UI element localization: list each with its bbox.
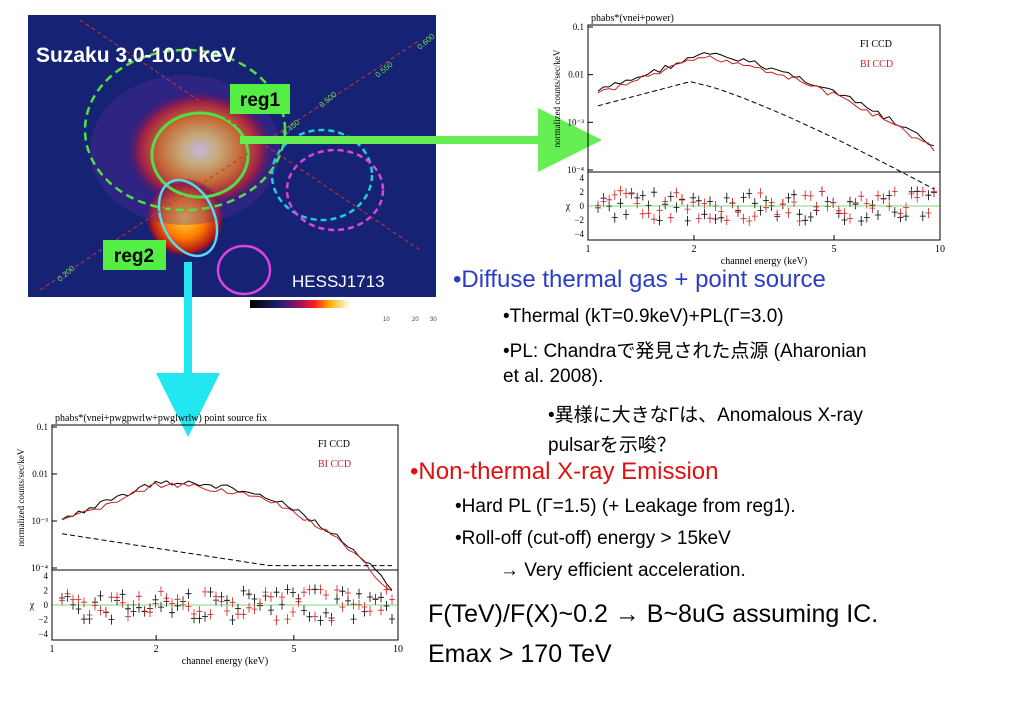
bullet: et al. 2008). [503, 366, 604, 387]
resid-tick-label: 0 [580, 201, 585, 211]
x-tick-label: 1 [586, 244, 591, 255]
y-tick-label: 0.01 [32, 469, 48, 479]
y-tick-label: 0.1 [37, 422, 48, 432]
resid-tick-label: −4 [38, 629, 48, 639]
region-label: reg2 [114, 246, 154, 267]
model-label: phabs*(vnei+pwgpwrlw+pwglwrlw) point sou… [55, 413, 267, 424]
spectrum-plot: phabs*(vnei+pwgpwrlw+pwglwrlw) point sou… [16, 413, 403, 667]
y-axis-label: normalized counts/sec/keV [16, 448, 26, 546]
legend-entry: FI CCD [318, 439, 350, 450]
legend-entry: FI CCD [860, 39, 892, 50]
residual-trace [595, 185, 937, 226]
resid-tick-label: −4 [574, 229, 584, 239]
spectrum-trace [61, 482, 393, 592]
colorbar-tick: 10 [383, 317, 390, 323]
x-tick-label: 10 [935, 244, 945, 255]
x-tick-label: 5 [291, 644, 296, 655]
colorbar-tick: 30 [430, 317, 437, 323]
resid-tick-label: −2 [574, 215, 584, 225]
x-axis-label: channel energy (keV) [721, 256, 807, 267]
resid-axis-label: χ [29, 600, 35, 611]
model-component [597, 81, 935, 190]
bullet: pulsarを示唆？ [548, 435, 676, 456]
x-tick-label: 5 [832, 244, 837, 255]
y-tick-label: 10⁻³ [568, 117, 585, 127]
spectrum-plot: phabs*(vnei+power) 0.1 0.01 10⁻³ 10⁻⁴4 2 0 −2 −4… [552, 13, 945, 267]
y-tick-label: 10⁻⁴ [567, 165, 584, 175]
legend-entry: BI CCD [860, 59, 893, 70]
colorbar-tick: 20 [412, 317, 419, 323]
x-axis-label: channel energy (keV) [182, 656, 268, 667]
resid-tick-label: 4 [580, 173, 585, 183]
resid-tick-label: −2 [38, 615, 48, 625]
x-tick-label: 10 [393, 644, 403, 655]
x-tick-label: 2 [154, 644, 159, 655]
x-tick-label: 1 [50, 644, 55, 655]
bullet: → Very efficient acceleration. [500, 560, 746, 581]
model-label: phabs*(vnei+power) [591, 13, 674, 24]
conclusion: F(TeV)/F(X)~0.2 → B~8uG assuming IC. [428, 600, 879, 628]
bullet: •Thermal (kT=0.9keV)+PL(Γ=3.0) [503, 306, 784, 327]
heading: •Non-thermal X-ray Emission [410, 458, 719, 485]
legend-entry: BI CCD [318, 459, 351, 470]
map-title: Suzaku 3.0-10.0 keV [36, 44, 236, 67]
y-tick-label: 10⁻³ [32, 516, 49, 526]
spectrum-trace [61, 480, 393, 591]
conclusion: Emax > 170 TeV [428, 640, 612, 668]
resid-tick-label: 0 [44, 600, 49, 610]
resid-tick-label: 2 [44, 586, 49, 596]
y-tick-label: 0.01 [568, 70, 584, 80]
heading: •Diffuse thermal gas + point source [453, 266, 826, 293]
xray-map [28, 15, 436, 312]
resid-tick-label: 4 [44, 571, 49, 581]
y-tick-label: 0.1 [573, 22, 584, 32]
bullet: •Roll-off (cut-off) energy > 15keV [455, 528, 731, 549]
resid-axis-label: χ [565, 201, 571, 212]
spectrum-trace [597, 52, 935, 147]
model-component [61, 533, 392, 567]
y-axis-label: normalized counts/sec/keV [552, 49, 562, 147]
x-tick-label: 2 [691, 244, 696, 255]
y-tick-label: 10⁻⁴ [31, 563, 48, 573]
bullet: •Hard PL (Γ=1.5) (+ Leakage from reg1). [455, 496, 796, 517]
resid-tick-label: 2 [580, 187, 585, 197]
region-label: reg1 [240, 90, 281, 111]
spectrum-trace [597, 55, 935, 152]
bullet: •異様に大きなΓは、Anomalous X-ray [548, 405, 863, 426]
source-label: HESSJ1713 [292, 272, 385, 291]
bullet: •PL: Chandraで発見された点源 (Aharonian [503, 341, 867, 362]
